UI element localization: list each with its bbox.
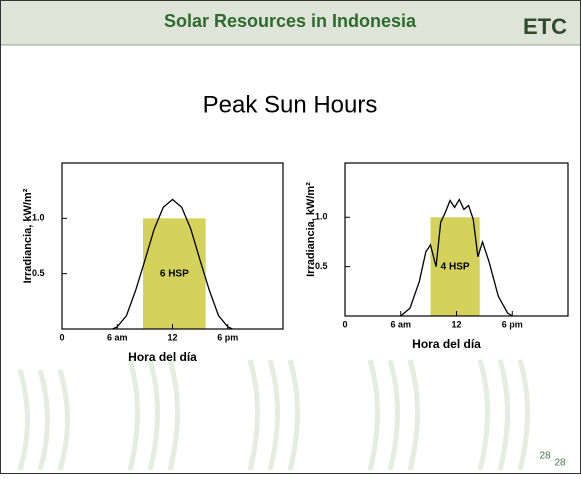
x-tick-label: 0 [342, 319, 347, 329]
hsp-label: 4 HSP [441, 261, 470, 272]
x-tick-label: 0 [59, 332, 64, 342]
irradiance-line [400, 198, 513, 317]
hsp-label: 6 HSP [160, 268, 189, 279]
hsp-block [143, 218, 206, 329]
background-pattern [17, 359, 530, 471]
irradiance-line [112, 198, 233, 330]
x-tick-label: 6 am [107, 332, 128, 342]
x-tick-label: 12 [451, 319, 461, 329]
x-tick-label: 12 [167, 332, 177, 342]
y-tick-label: 1.0 [32, 213, 45, 223]
x-tick-label: 6 am [390, 319, 411, 329]
page-number: 28 [554, 458, 566, 469]
slide-title: Solar Resources in Indonesia [164, 11, 417, 31]
hsp-block [430, 217, 480, 316]
slide-subtitle: Peak Sun Hours [203, 91, 378, 118]
x-axis-label: Hora del día [128, 350, 197, 364]
x-tick-label: 6 pm [502, 319, 523, 329]
y-tick-label: 0.5 [315, 261, 328, 271]
y-tick-label: 0.5 [32, 268, 45, 278]
header-band [1, 1, 580, 45]
x-tick-label: 6 pm [217, 332, 238, 342]
y-axis-label: Irradiancia, kW/m² [305, 182, 317, 277]
x-axis-label: Hora del día [412, 337, 481, 351]
y-axis-label: Irradiancia, kW/m² [22, 188, 34, 283]
y-tick-label: 1.0 [315, 212, 328, 222]
page-number: 28 [539, 451, 551, 462]
logo: ETC [523, 14, 567, 39]
